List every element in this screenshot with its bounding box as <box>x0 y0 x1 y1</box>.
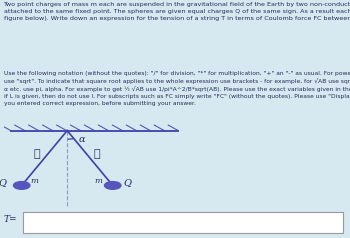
Text: m: m <box>31 177 39 185</box>
Text: Use the following notation (without the quotes): "/" for division, "*" for multi: Use the following notation (without the … <box>4 71 350 105</box>
Text: Q: Q <box>124 178 132 188</box>
Circle shape <box>14 182 30 189</box>
Text: m: m <box>94 177 103 185</box>
Text: Two point charges of mass m each are suspended in the gravitational field of the: Two point charges of mass m each are sus… <box>4 2 350 20</box>
Text: Q: Q <box>0 178 6 188</box>
Text: α: α <box>78 135 85 144</box>
Text: ℓ: ℓ <box>93 149 100 159</box>
Text: T=: T= <box>4 215 17 224</box>
FancyBboxPatch shape <box>23 212 343 233</box>
Text: ℓ: ℓ <box>34 149 40 159</box>
Circle shape <box>105 182 121 189</box>
